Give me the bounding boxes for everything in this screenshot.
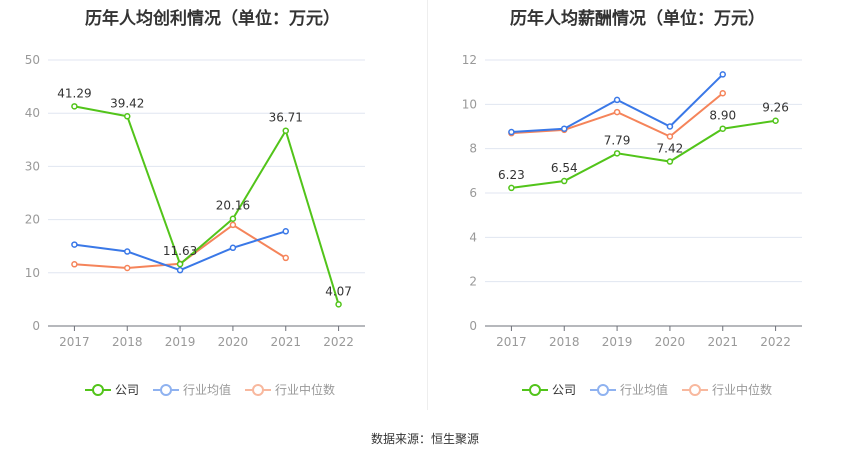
legend-company[interactable]: 公司 [522, 381, 576, 398]
legend-median[interactable]: 行业中位数 [682, 381, 772, 398]
x-tick-label: 2021 [707, 335, 738, 349]
x-tick-label: 2022 [760, 335, 791, 349]
data-label: 41.29 [57, 86, 91, 100]
legend-avg[interactable]: 行业均值 [153, 381, 231, 398]
data-point [71, 261, 78, 268]
data-point [613, 108, 621, 116]
x-tick-label: 2020 [655, 335, 686, 349]
data-point [719, 90, 726, 97]
chart-title-profit: 历年人均创利情况（单位：万元） [85, 9, 340, 29]
y-tick-label: 12 [462, 53, 477, 67]
data-point [666, 123, 674, 130]
legend-label: 公司 [115, 383, 140, 397]
data-label: 7.42 [657, 142, 684, 156]
legend-label: 行业均值 [183, 383, 232, 397]
data-point [613, 150, 621, 157]
data-point [282, 127, 289, 134]
data-point [719, 125, 726, 132]
data-point [229, 244, 237, 252]
data-point [666, 133, 674, 140]
data-label: 11.63 [163, 244, 197, 258]
data-label: 4.07 [325, 284, 352, 298]
x-tick-label: 2018 [549, 335, 580, 349]
series-line-1 [511, 73, 724, 134]
y-tick-label: 50 [25, 53, 40, 67]
data-point [719, 71, 726, 78]
y-tick-label: 10 [462, 97, 477, 111]
y-tick-label: 0 [32, 319, 40, 333]
data-source: 数据来源：恒生聚源 [370, 432, 479, 446]
data-point [772, 117, 779, 124]
data-point [124, 248, 131, 255]
y-tick-label: 40 [25, 106, 40, 120]
divider [427, 0, 428, 410]
chart-title-salary: 历年人均薪酬情况（单位：万元） [510, 9, 765, 29]
data-point [71, 103, 78, 110]
legend-company[interactable]: 公司 [85, 381, 139, 398]
data-point [176, 260, 184, 268]
data-point [508, 128, 515, 136]
legend-label: 行业中位数 [712, 383, 773, 397]
data-label: 6.23 [498, 168, 525, 182]
y-tick-label: 8 [469, 142, 477, 156]
x-tick-label: 2020 [218, 335, 249, 349]
data-label: 20.16 [216, 199, 250, 213]
data-point [176, 266, 184, 274]
legend-label: 公司 [552, 383, 577, 397]
data-point [124, 264, 131, 272]
y-tick-label: 0 [469, 319, 477, 333]
y-tick-label: 2 [469, 275, 477, 289]
legend-salary: 公司 行业均值 行业中位数 [522, 381, 772, 398]
y-tick-label: 6 [469, 186, 477, 200]
x-tick-label: 2017 [496, 335, 527, 349]
x-tick-label: 2018 [112, 335, 143, 349]
legend-median[interactable]: 行业中位数 [245, 381, 335, 398]
data-point [71, 241, 78, 248]
series-line-0 [511, 119, 776, 189]
y-tick-label: 30 [25, 159, 40, 173]
x-tick-label: 2017 [59, 335, 90, 349]
data-point [124, 113, 131, 120]
x-tick-label: 2022 [323, 335, 354, 349]
data-point [282, 254, 289, 262]
data-point [666, 158, 674, 165]
data-point [613, 96, 621, 104]
data-point [561, 125, 568, 132]
y-tick-label: 10 [25, 266, 40, 280]
series-line-0 [74, 105, 340, 305]
data-point [508, 184, 515, 192]
data-point [561, 177, 568, 185]
data-point [229, 221, 237, 229]
legend-avg[interactable]: 行业均值 [590, 381, 668, 398]
data-point [282, 228, 289, 235]
x-tick-label: 2021 [270, 335, 301, 349]
x-tick-label: 2019 [165, 335, 196, 349]
legend-label: 行业均值 [620, 383, 669, 397]
data-label: 6.54 [551, 161, 578, 175]
legend-profit: 公司 行业均值 行业中位数 [85, 381, 335, 398]
y-tick-label: 4 [469, 230, 477, 244]
data-point [335, 301, 342, 308]
y-tick-label: 20 [25, 213, 40, 227]
data-label: 8.90 [709, 109, 736, 123]
data-label: 9.26 [762, 101, 789, 115]
data-label: 7.79 [604, 133, 631, 147]
data-label: 39.42 [110, 96, 144, 110]
data-label: 36.71 [269, 111, 303, 125]
data-point [229, 215, 237, 222]
legend-label: 行业中位数 [275, 383, 336, 397]
x-tick-label: 2019 [602, 335, 633, 349]
